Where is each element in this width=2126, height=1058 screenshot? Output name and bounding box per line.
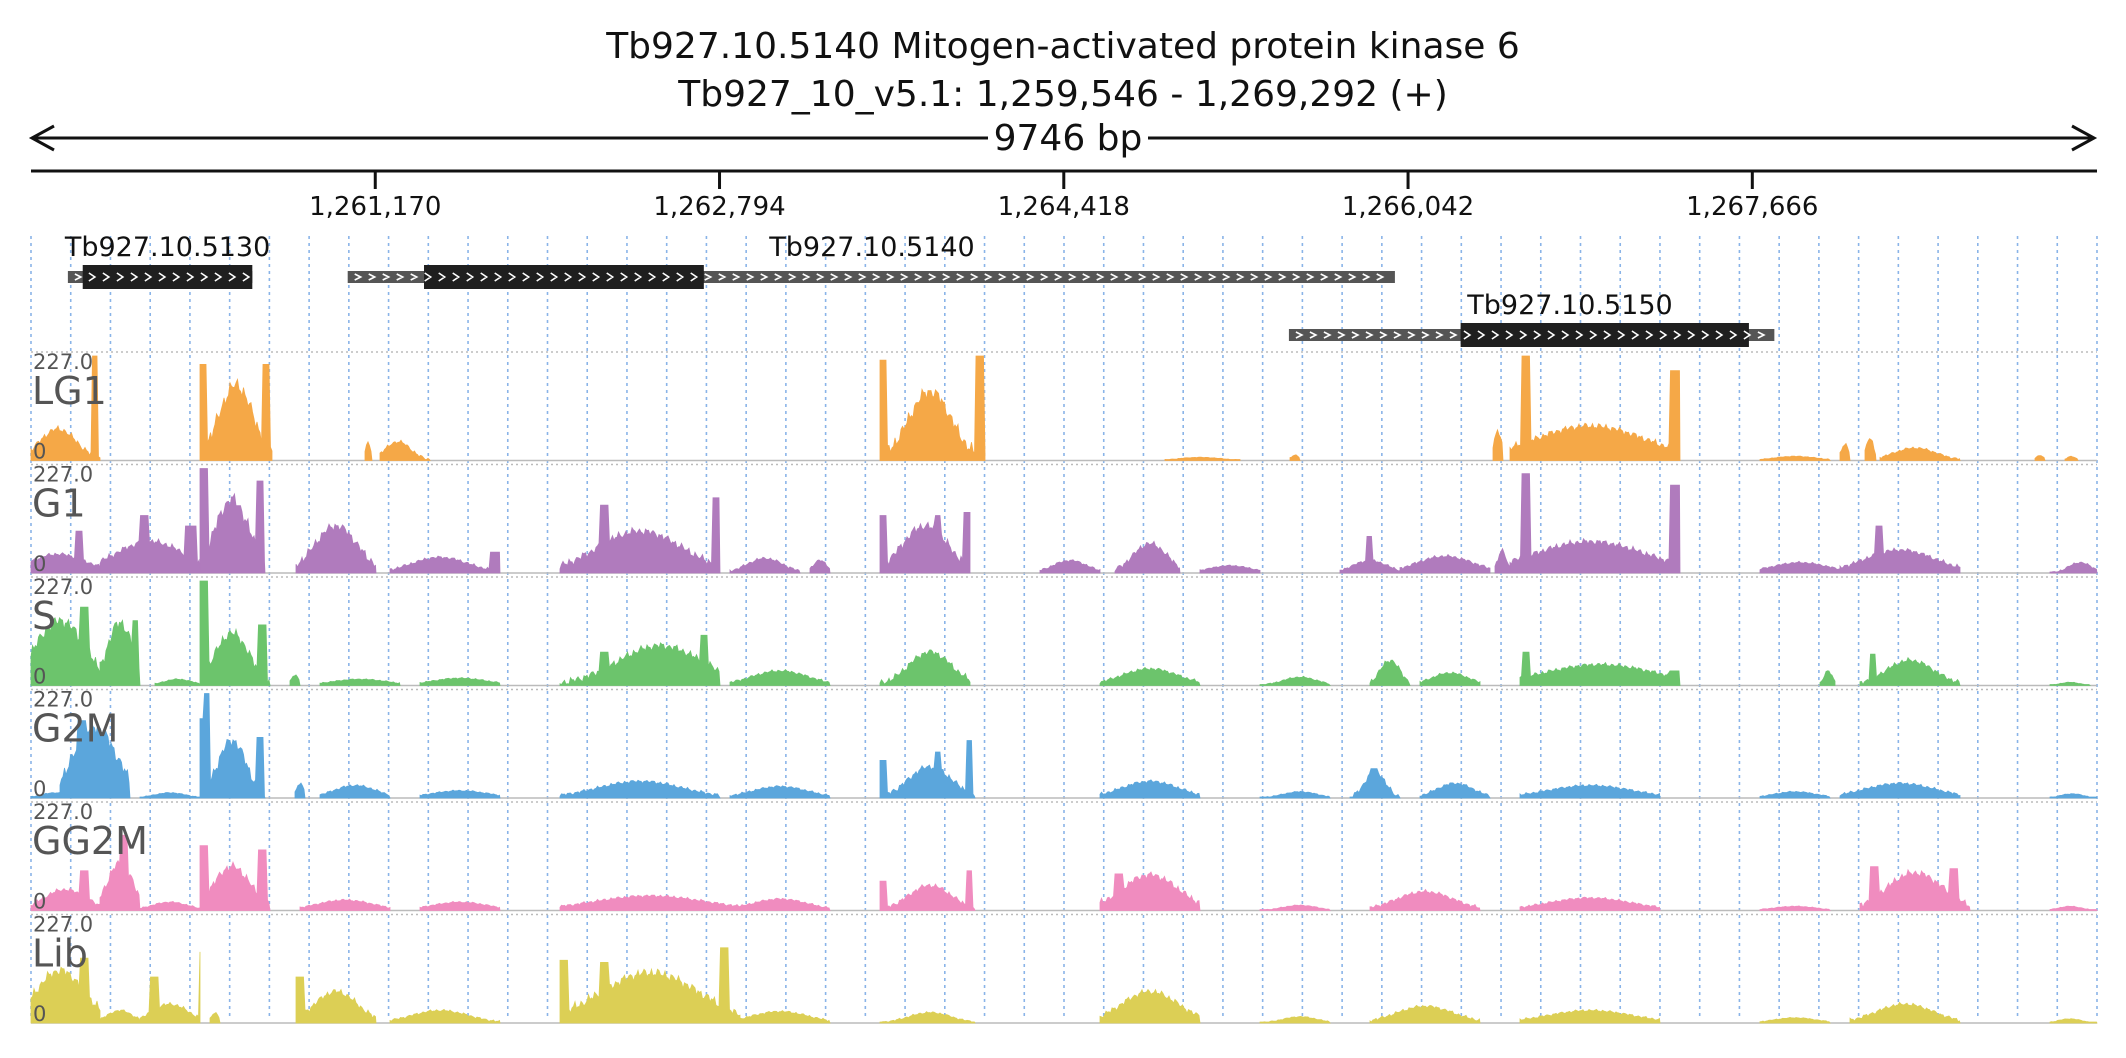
span-label: 9746 bp	[994, 118, 1143, 159]
ruler-tick-label: 1,262,794	[653, 192, 785, 222]
span-arrow: 9746 bp	[28, 118, 2098, 159]
track-max-label: 227.0	[33, 800, 93, 824]
coverage-tracks: 227.00LG1227.00G1227.00S227.00G2M227.00G…	[30, 350, 2098, 1026]
ruler-tick-label: 1,261,170	[309, 192, 441, 222]
cds-bar	[424, 265, 704, 289]
strand-arrows-icon	[1295, 330, 1766, 340]
coverage-area	[30, 468, 2098, 574]
gene-track: Tb927.10.5130 Tb927.10.5140 Tb927.10.5150	[64, 232, 1775, 347]
strand-arrows-icon	[74, 272, 251, 282]
gene-label: Tb927.10.5150	[1466, 290, 1672, 321]
gene-label: Tb927.10.5130	[64, 232, 270, 263]
arrow-left-icon	[28, 124, 55, 152]
track-min-label: 0	[33, 552, 46, 576]
gene-Tb927.10.5150[interactable]: Tb927.10.5150	[1288, 290, 1775, 347]
gene-title: Tb927.10.5140 Mitogen-activated protein …	[605, 26, 1520, 67]
track-name: S	[32, 594, 56, 638]
gene-label: Tb927.10.5140	[768, 232, 974, 263]
track-max-label: 227.0	[33, 688, 93, 712]
coverage-area	[30, 693, 2098, 799]
track-name: Lib	[32, 932, 88, 976]
gene-Tb927.10.5130[interactable]: Tb927.10.5130	[64, 232, 270, 289]
ruler-tick-label: 1,264,418	[998, 192, 1130, 222]
track-lib: 227.0 0 Lib	[30, 913, 2098, 1026]
track-max-label: 227.0	[33, 575, 93, 599]
cds-bar	[82, 265, 253, 289]
track-name: G2M	[32, 707, 118, 751]
cds-bar	[1460, 323, 1749, 347]
arrow-right-icon	[2071, 124, 2098, 152]
coverage-area	[30, 834, 2098, 911]
track-max-label: 227.0	[33, 463, 93, 487]
track-name: G1	[32, 482, 86, 526]
ruler-ticks: 1,261,170 1,262,794 1,264,418 1,266,042 1,26…	[309, 171, 1818, 222]
track-g2m: 227.0 0 G2M	[30, 688, 2098, 801]
track-min-label: 0	[33, 665, 46, 689]
gene-Tb927.10.5140[interactable]: Tb927.10.5140	[347, 232, 1395, 289]
track-max-label: 227.0	[33, 350, 93, 374]
track-gg2m: 227.0 0 GG2M	[30, 800, 2098, 914]
track-g1: 227.0 0 G1	[30, 463, 2098, 576]
track-name: GG2M	[32, 819, 148, 863]
track-min-label: 0	[33, 777, 46, 801]
ruler-tick-label: 1,267,666	[1686, 192, 1818, 222]
track-min-label: 0	[33, 440, 46, 464]
strand-arrows-icon	[354, 272, 1385, 282]
track-min-label: 0	[33, 1002, 46, 1026]
track-max-label: 227.0	[33, 913, 93, 937]
coverage-area	[30, 947, 2098, 1024]
track-s: 227.0 0 S	[30, 575, 2097, 689]
track-min-label: 0	[33, 890, 46, 914]
location-title: Tb927_10_v5.1: 1,259,546 - 1,269,292 (+)	[677, 74, 1448, 115]
coverage-area	[30, 580, 2091, 686]
ruler-tick-label: 1,266,042	[1342, 192, 1474, 222]
coverage-area	[30, 355, 2079, 461]
track-name: LG1	[32, 369, 107, 413]
track-lg1: 227.0 0 LG1	[30, 350, 2097, 464]
